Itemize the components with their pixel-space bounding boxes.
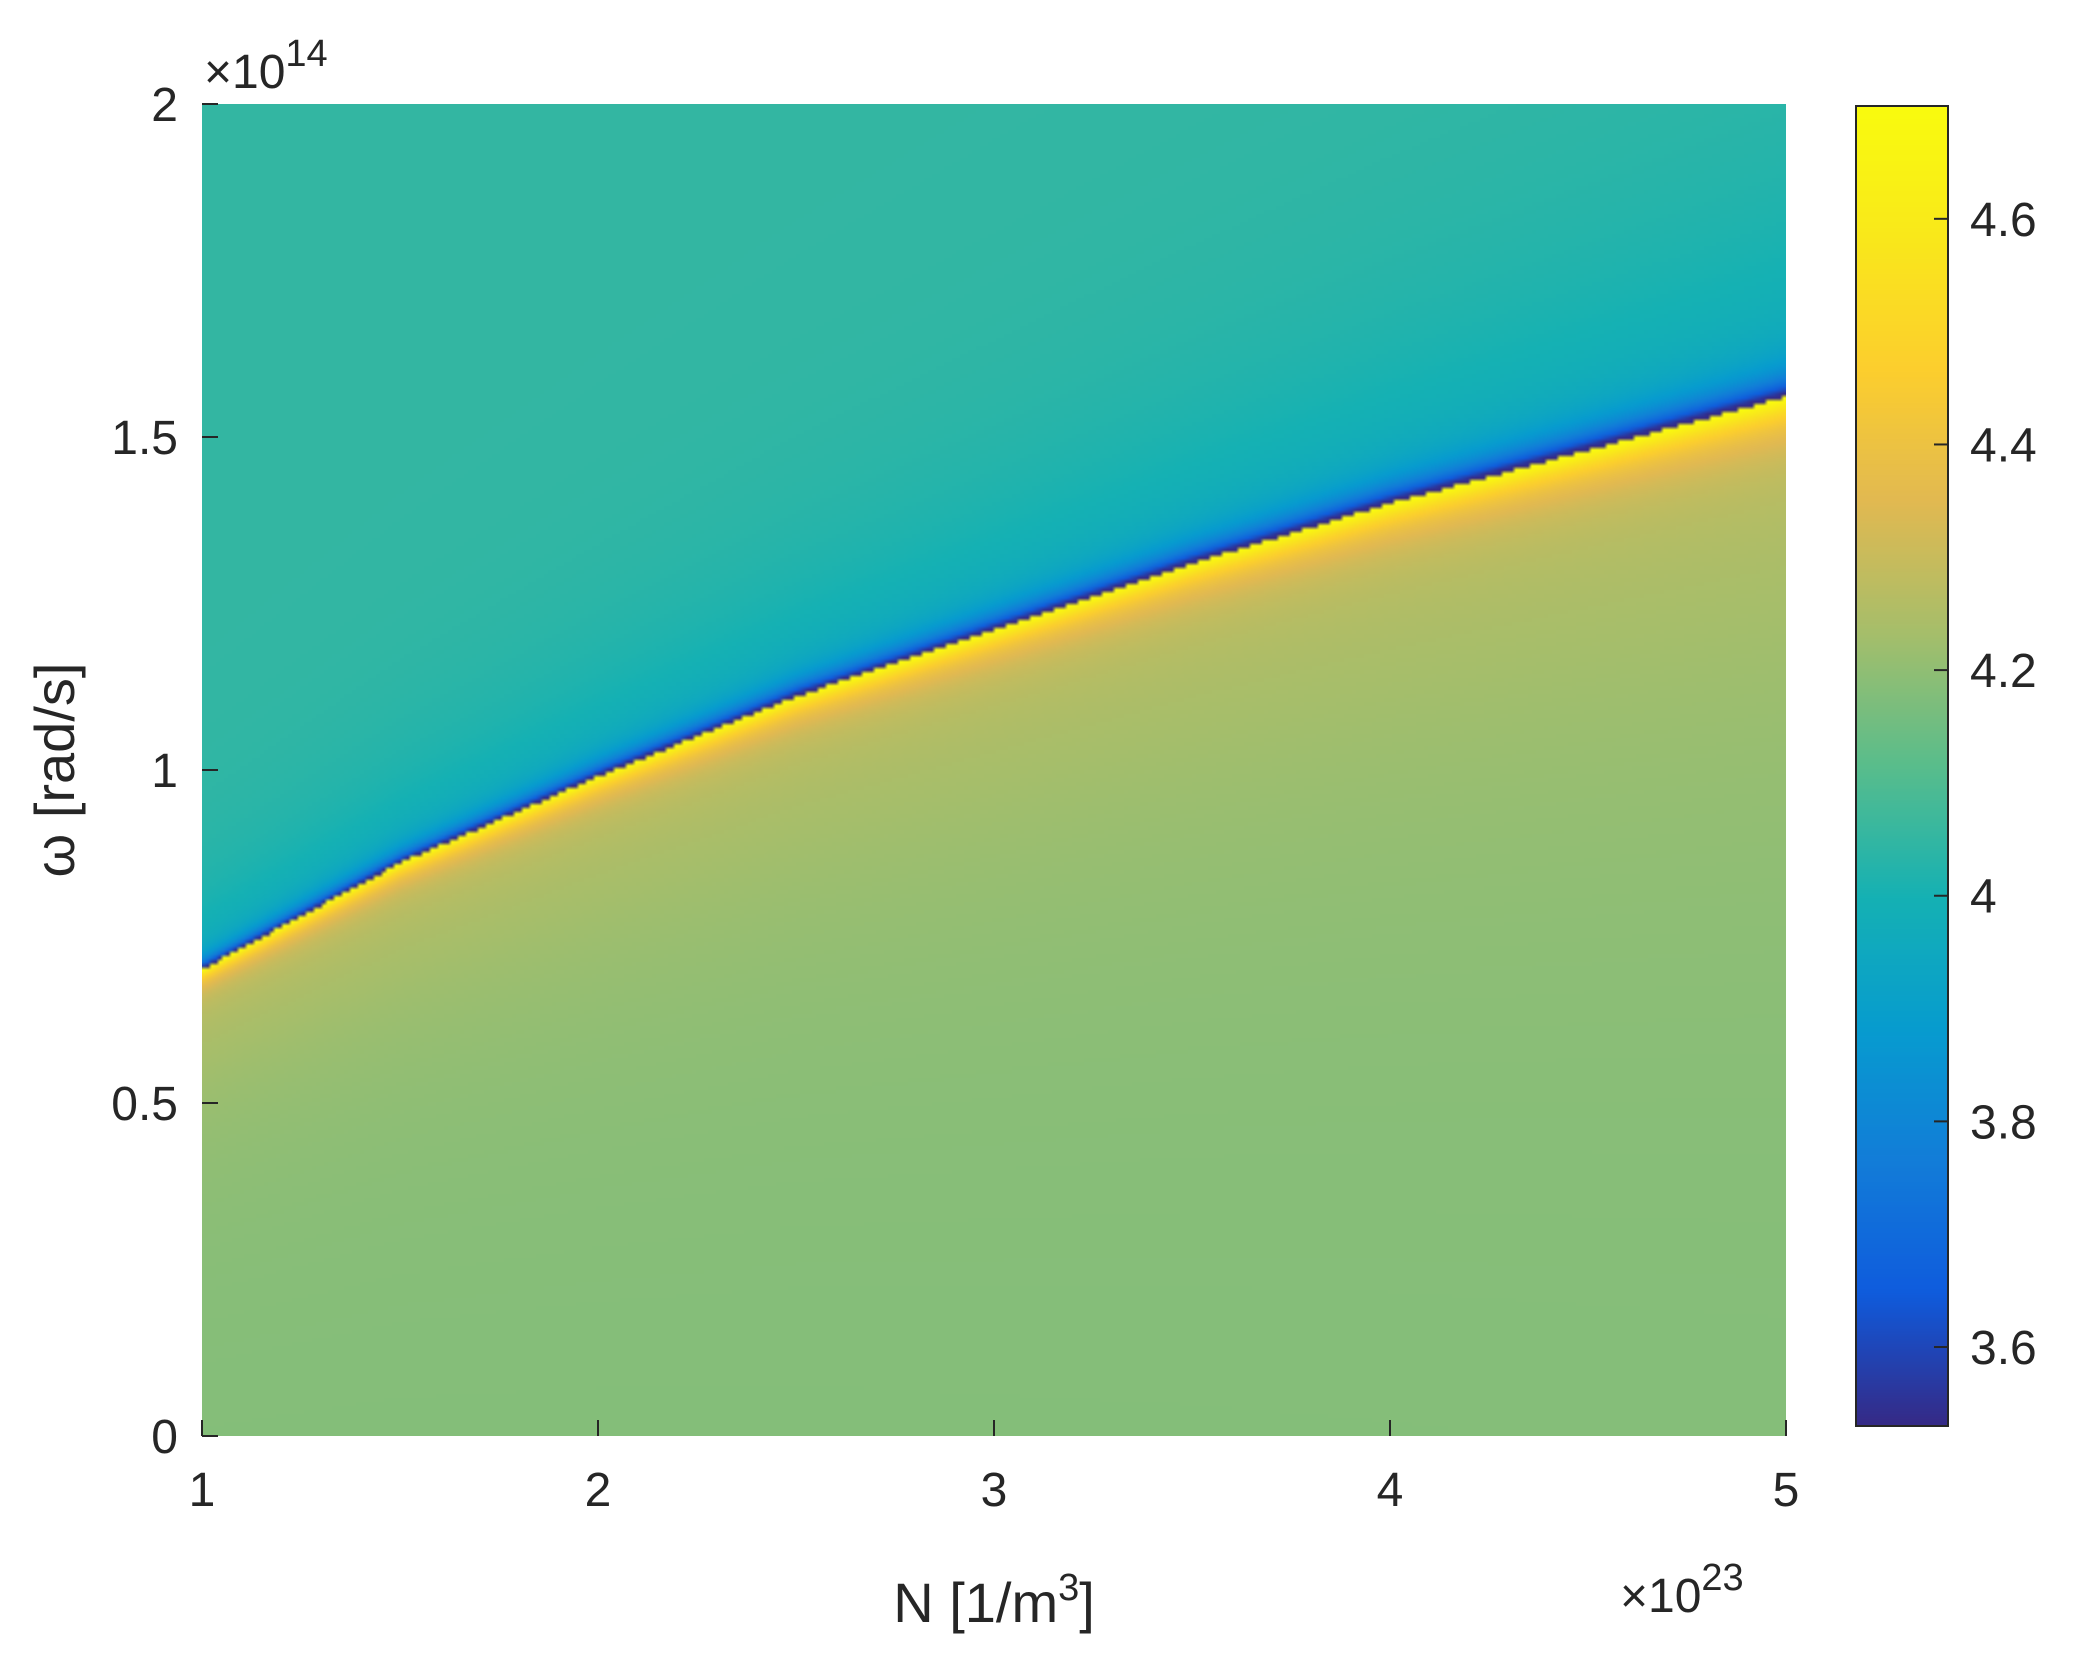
x-axis-ticks: 1 2 3 4 5 xyxy=(189,1420,1800,1517)
y-multiplier-base: ×10 xyxy=(204,46,285,99)
x-axis-label-sup: 3 xyxy=(1058,1567,1079,1609)
y-tick-label: 2 xyxy=(151,79,178,132)
y-tick-label: 1.5 xyxy=(111,412,178,465)
x-tick-label: 5 xyxy=(1773,1464,1800,1517)
colorbar-tick-label: 4 xyxy=(1970,871,1997,924)
colorbar-tick-label: 4.6 xyxy=(1970,194,2037,247)
y-tick-label: 1 xyxy=(151,745,178,798)
heatmap-area xyxy=(202,104,1786,1436)
colorbar-ticks: 3.6 3.8 4 4.2 4.4 4.6 xyxy=(1934,194,2037,1375)
y-axis-label: ω [rad/s] xyxy=(23,663,86,878)
colorbar: 3.6 3.8 4 4.2 4.4 4.6 xyxy=(1855,105,2037,1427)
colorbar-tick-label: 3.6 xyxy=(1970,1322,2037,1375)
heatmap-image xyxy=(202,104,1786,1436)
x-multiplier-base: ×10 xyxy=(1620,1570,1701,1623)
colorbar-tick-label: 3.8 xyxy=(1970,1096,2037,1149)
colorbar-tick-label: 4.2 xyxy=(1970,645,2037,698)
x-axis-label-base: N [1/m xyxy=(893,1571,1058,1634)
x-axis-multiplier: ×1023 xyxy=(1620,1557,1744,1623)
colorbar-gradient xyxy=(1856,106,1948,1426)
y-tick-label: 0.5 xyxy=(111,1078,178,1131)
y-multiplier-exp: 14 xyxy=(285,33,327,75)
y-axis-ticks: 0 0.5 1 1.5 2 xyxy=(111,79,218,1464)
x-axis-label: N [1/m3] xyxy=(893,1567,1095,1634)
colorbar-tick-label: 4.4 xyxy=(1970,419,2037,472)
x-multiplier-exp: 23 xyxy=(1701,1557,1743,1599)
y-tick-label: 0 xyxy=(151,1411,178,1464)
x-tick-label: 2 xyxy=(585,1464,612,1517)
x-axis-label-tail: ] xyxy=(1079,1571,1095,1634)
x-tick-label: 4 xyxy=(1377,1464,1404,1517)
x-tick-label: 1 xyxy=(189,1464,216,1517)
y-axis-multiplier: ×1014 xyxy=(204,33,328,99)
colorbar-frame xyxy=(1855,105,1949,1427)
x-tick-label: 3 xyxy=(981,1464,1008,1517)
